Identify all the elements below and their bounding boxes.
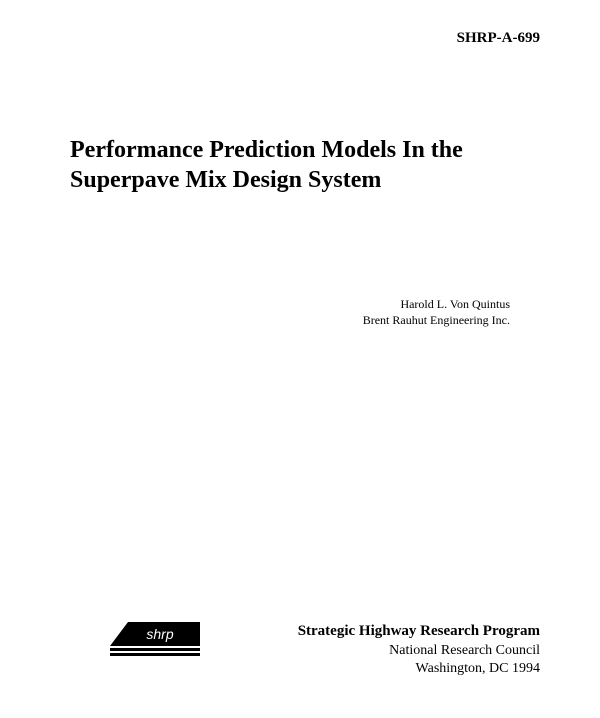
logo-text: shrp [146,626,173,642]
footer-organization: Strategic Highway Research Program [214,622,540,642]
author-name: Harold L. Von Quintus [363,296,510,312]
footer-council: National Research Council [214,642,540,660]
footer-block: shrp Strategic Highway Research Program … [110,622,540,678]
shrp-logo: shrp [110,622,200,660]
footer-text-block: Strategic Highway Research Program Natio… [214,622,540,678]
document-title: Performance Prediction Models In the Sup… [70,135,540,195]
footer-location: Washington, DC 1994 [214,660,540,678]
shrp-logo-icon: shrp [110,622,200,660]
author-affiliation: Brent Rauhut Engineering Inc. [363,312,510,328]
authors-block: Harold L. Von Quintus Brent Rauhut Engin… [363,296,510,328]
report-number: SHRP-A-699 [457,30,540,47]
